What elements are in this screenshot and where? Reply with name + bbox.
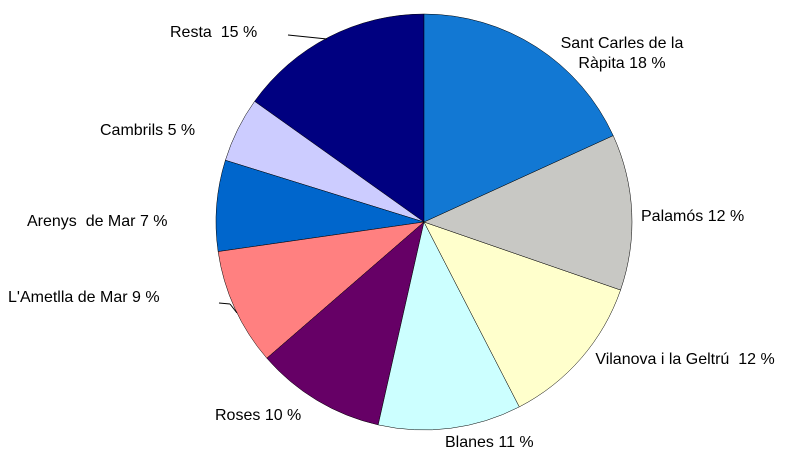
pie-slice xyxy=(377,221,520,431)
category-label: Resta xyxy=(170,24,217,41)
pie-slice xyxy=(266,221,425,426)
category-label: Blanes xyxy=(445,434,494,451)
value-label: 15 % xyxy=(220,24,258,41)
slice-label: Arenys de Mar 7 % xyxy=(27,212,227,232)
value-label: 11 % xyxy=(498,434,534,451)
slice-label: Vilanova i la Geltrú 12 % xyxy=(585,350,785,370)
value-label: 10 % xyxy=(264,407,302,424)
category-label: Palamós xyxy=(641,208,704,225)
value-label: 9 % xyxy=(132,289,160,306)
pie-slice xyxy=(423,13,614,223)
value-label: 5 % xyxy=(167,122,196,139)
value-label: 18 % xyxy=(629,55,666,72)
category-label: Cambrils xyxy=(100,122,164,139)
slice-label: Roses 10 % xyxy=(215,406,345,426)
value-label: 12 % xyxy=(738,351,775,368)
category-label: Arenys de Mar xyxy=(27,213,136,230)
slice-label: Palamós 12 % xyxy=(641,207,791,227)
slice-label: L'Ametlla de Mar 9 % xyxy=(8,288,228,308)
category-label: Roses xyxy=(215,407,261,424)
pie-slice xyxy=(254,13,425,223)
value-label: 7 % xyxy=(139,213,168,230)
slice-label: Blanes 11 % xyxy=(445,433,565,453)
slice-label: Resta 15 % xyxy=(170,23,300,43)
category-label: L'Ametlla de Mar xyxy=(8,289,128,306)
slice-label: Cambrils 5 % xyxy=(100,121,240,141)
slice-label: Sant Carles de la Ràpita 18 % xyxy=(542,34,702,74)
category-label: Sant Carles de la Ràpita xyxy=(560,35,688,72)
leader-line xyxy=(287,34,328,40)
pie-slice xyxy=(423,221,621,408)
leader-line xyxy=(229,303,238,314)
pie-slice xyxy=(423,135,633,291)
pie-slice xyxy=(217,221,425,359)
category-label: Vilanova i la Geltrú xyxy=(595,351,734,368)
leader-line xyxy=(218,302,231,305)
value-label: 12 % xyxy=(707,208,745,225)
